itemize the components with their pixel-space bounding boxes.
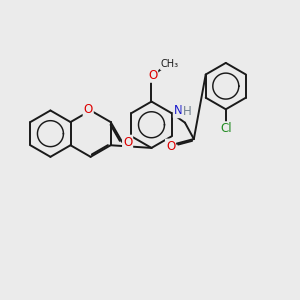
Text: O: O [166, 140, 175, 152]
Text: H: H [183, 105, 191, 118]
Text: O: O [84, 103, 93, 116]
Text: CH₃: CH₃ [161, 59, 179, 69]
Text: O: O [123, 136, 132, 148]
Text: O: O [148, 69, 157, 82]
Text: Cl: Cl [220, 122, 232, 135]
Text: N: N [174, 104, 182, 117]
